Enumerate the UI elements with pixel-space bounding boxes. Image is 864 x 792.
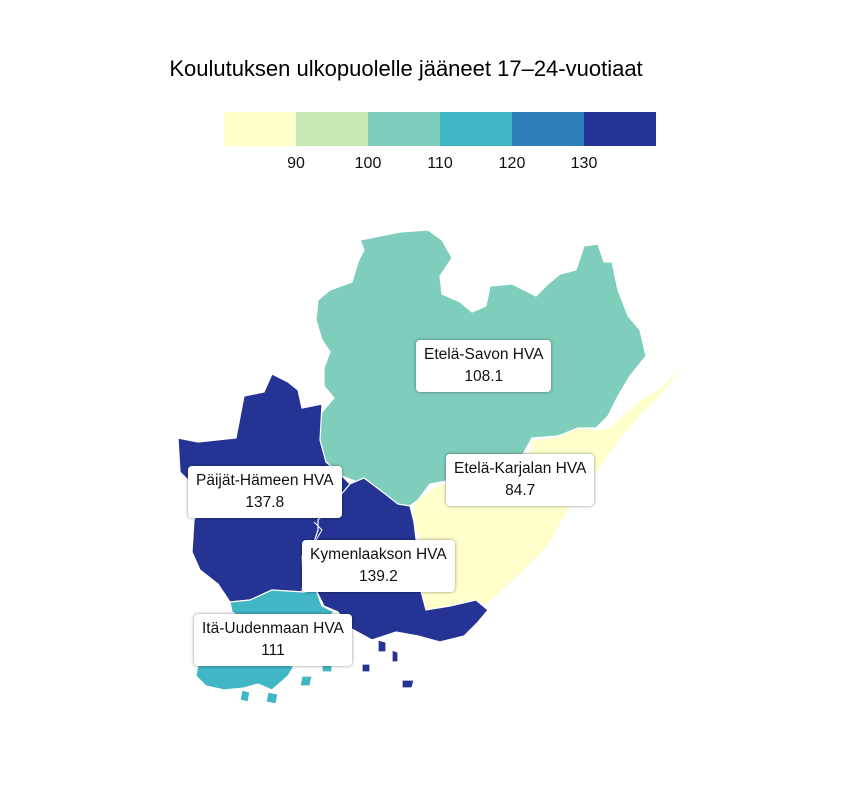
legend-swatch-2 [296, 112, 368, 146]
label-ita-uudenmaan: Itä-Uudenmaan HVA 111 [194, 614, 352, 666]
color-legend [224, 112, 656, 146]
legend-swatch-3 [368, 112, 440, 146]
label-paijat-hameen: Päijät-Hämeen HVA 137.8 [188, 466, 342, 518]
label-name: Päijät-Hämeen HVA [196, 472, 334, 489]
label-etela-karjalan: Etelä-Karjalan HVA 84.7 [446, 454, 595, 506]
label-value: 111 [261, 642, 285, 659]
island-ita-uudenmaan-4 [299, 675, 313, 687]
label-name: Itä-Uudenmaan HVA [202, 620, 344, 637]
island-ita-uudenmaan-2 [239, 689, 251, 703]
legend-tick-100: 100 [354, 155, 382, 172]
legend-tick-110: 110 [427, 155, 453, 172]
legend-tick-130: 130 [570, 155, 598, 172]
map-title: Koulutuksen ulkopuolelle jääneet 17–24-v… [169, 56, 643, 81]
island-ita-uudenmaan-3 [265, 691, 279, 705]
legend-swatch-5 [512, 112, 584, 146]
label-value: 139.2 [358, 568, 398, 585]
label-name: Etelä-Karjalan HVA [454, 460, 587, 477]
label-value: 108.1 [464, 368, 504, 385]
label-kymenlaakson: Kymenlaakson HVA 139.2 [302, 540, 455, 592]
island-ita-uudenmaan-main [195, 663, 295, 691]
island-kymenlaakson-3 [361, 663, 371, 673]
label-name: Kymenlaakson HVA [310, 546, 447, 563]
label-value: 137.8 [245, 494, 285, 511]
legend-tick-90: 90 [287, 155, 305, 172]
inner-boundary [313, 521, 323, 541]
label-value: 84.7 [505, 482, 536, 499]
island-kymenlaakson-2 [391, 649, 399, 663]
legend-tick-120: 120 [498, 155, 526, 172]
legend-swatch-1 [224, 112, 296, 146]
label-etela-savon: Etelä-Savon HVA 108.1 [416, 340, 552, 392]
label-name: Etelä-Savon HVA [424, 346, 544, 363]
legend-swatch-4 [440, 112, 512, 146]
island-kymenlaakson-1 [377, 639, 387, 653]
island-kymenlaakson-4 [401, 679, 415, 689]
legend-swatch-6 [584, 112, 656, 146]
